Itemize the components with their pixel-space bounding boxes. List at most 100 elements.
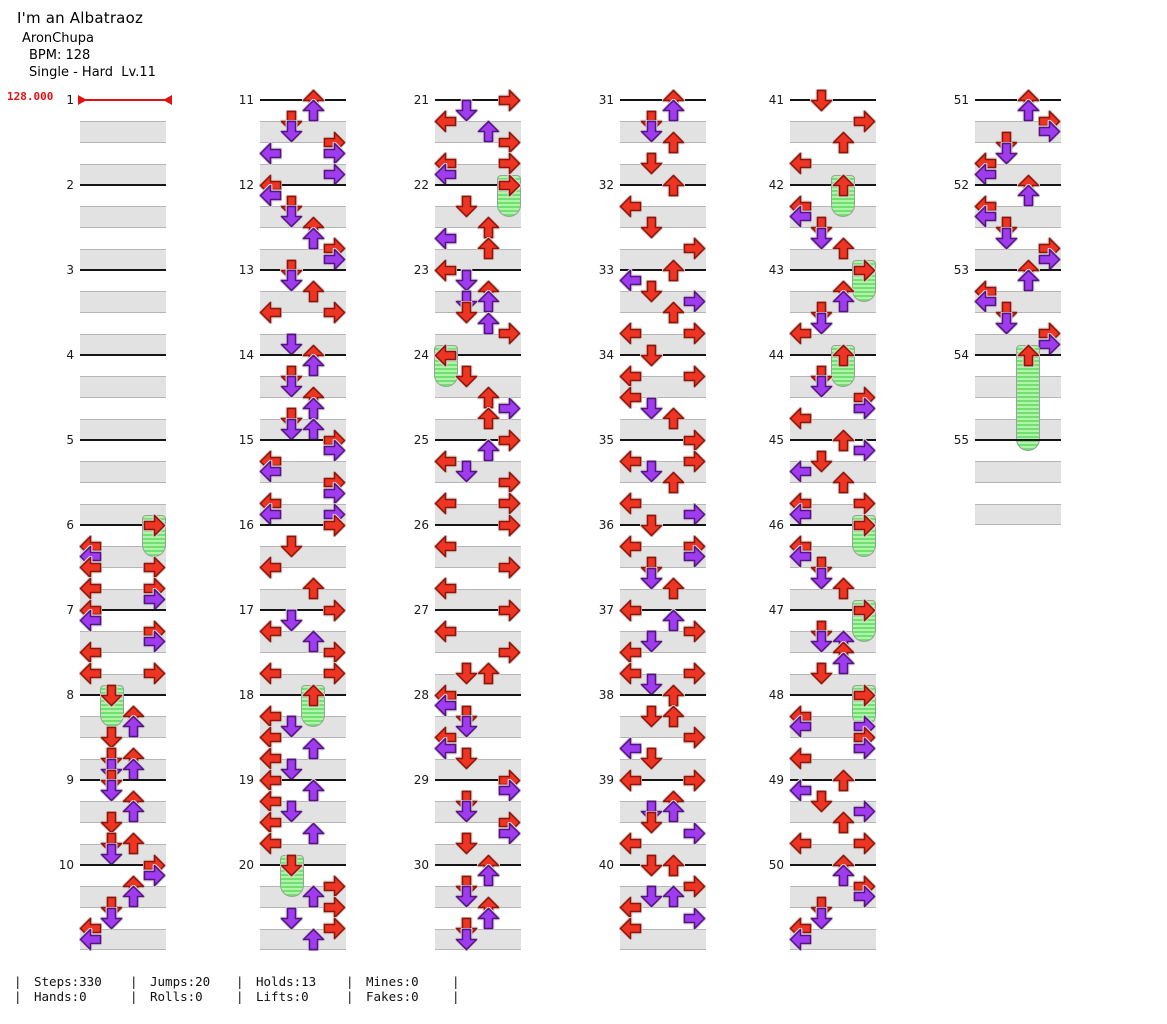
up-arrow-note bbox=[476, 311, 500, 335]
difficulty-label: Single - Hard Lv.11 bbox=[29, 65, 156, 80]
right-arrow-note bbox=[852, 885, 876, 909]
measure-number: 48 bbox=[768, 688, 784, 702]
right-arrow-note bbox=[852, 109, 876, 133]
beat-band bbox=[80, 291, 166, 313]
up-arrow-note bbox=[476, 662, 500, 686]
down-arrow-note bbox=[455, 662, 479, 686]
down-arrow-note bbox=[455, 832, 479, 856]
beat-band bbox=[80, 206, 166, 228]
down-arrow-note bbox=[810, 906, 834, 930]
measure-number: 33 bbox=[598, 263, 614, 277]
left-arrow-note bbox=[789, 407, 813, 431]
up-arrow-note bbox=[661, 301, 685, 324]
up-arrow-note bbox=[301, 99, 325, 123]
up-arrow-note bbox=[1016, 99, 1040, 123]
measure-line bbox=[975, 439, 1061, 441]
measure-number: 18 bbox=[238, 688, 254, 702]
right-arrow-note bbox=[682, 322, 706, 346]
left-arrow-note bbox=[789, 205, 813, 229]
up-arrow-note bbox=[661, 609, 685, 633]
measure-line bbox=[80, 864, 166, 866]
up-arrow-note bbox=[301, 396, 325, 420]
up-arrow-note bbox=[661, 885, 685, 909]
measure-number: 10 bbox=[58, 858, 74, 872]
measure-number: 53 bbox=[953, 263, 969, 277]
down-arrow-note bbox=[455, 800, 479, 824]
measure-line bbox=[260, 439, 346, 441]
left-arrow-note bbox=[789, 715, 813, 739]
down-arrow-note bbox=[640, 811, 664, 834]
measure-number: 21 bbox=[413, 93, 429, 107]
up-arrow-note bbox=[661, 173, 685, 197]
beat-band bbox=[80, 121, 166, 143]
left-arrow-note bbox=[789, 545, 813, 569]
up-arrow-note bbox=[121, 832, 145, 856]
left-arrow-note bbox=[434, 449, 458, 473]
down-arrow-note bbox=[455, 747, 479, 771]
up-arrow-note bbox=[301, 683, 325, 707]
measure-line bbox=[260, 184, 346, 186]
right-arrow-note bbox=[142, 662, 166, 686]
right-arrow-note bbox=[497, 173, 521, 197]
right-arrow-note bbox=[682, 768, 706, 792]
measure-number: 49 bbox=[768, 773, 784, 787]
left-arrow-note bbox=[789, 322, 813, 346]
measure-number: 13 bbox=[238, 263, 254, 277]
down-arrow-note bbox=[995, 141, 1019, 165]
right-arrow-note bbox=[852, 439, 876, 463]
up-arrow-note bbox=[301, 630, 325, 654]
down-arrow-note bbox=[810, 311, 834, 335]
up-arrow-note bbox=[121, 715, 145, 739]
down-arrow-note bbox=[280, 332, 304, 356]
left-arrow-note bbox=[434, 577, 458, 601]
right-arrow-note bbox=[322, 641, 346, 664]
down-arrow-note bbox=[100, 779, 124, 803]
measure-number: 44 bbox=[768, 348, 784, 362]
right-arrow-note bbox=[682, 619, 706, 643]
right-arrow-note bbox=[322, 439, 346, 463]
stat-value: Steps:330 bbox=[34, 974, 102, 989]
beat-band bbox=[80, 376, 166, 398]
right-arrow-note bbox=[142, 864, 166, 888]
measure-number: 20 bbox=[238, 858, 254, 872]
down-arrow-note bbox=[100, 811, 124, 834]
right-arrow-note bbox=[497, 131, 521, 154]
up-arrow-note bbox=[301, 226, 325, 250]
down-arrow-note bbox=[100, 906, 124, 930]
measure-line bbox=[435, 99, 521, 101]
down-arrow-note bbox=[455, 460, 479, 484]
right-arrow-note bbox=[322, 662, 346, 686]
measure-line bbox=[80, 439, 166, 441]
right-arrow-note bbox=[1037, 332, 1061, 356]
right-arrow-note bbox=[497, 322, 521, 346]
up-arrow-note bbox=[661, 853, 685, 877]
right-arrow-note bbox=[682, 545, 706, 569]
beat-band bbox=[80, 163, 166, 185]
bpm-marker-value: 128.000 bbox=[7, 90, 54, 103]
measure-line bbox=[790, 99, 876, 101]
right-arrow-note bbox=[852, 736, 876, 760]
up-arrow-note bbox=[476, 407, 500, 431]
down-arrow-note bbox=[280, 715, 304, 739]
left-arrow-note bbox=[619, 641, 643, 664]
up-arrow-note bbox=[661, 258, 685, 282]
right-arrow-note bbox=[497, 598, 521, 622]
right-arrow-note bbox=[682, 237, 706, 261]
down-arrow-note bbox=[640, 630, 664, 654]
left-arrow-note bbox=[789, 779, 813, 803]
measure-number: 55 bbox=[953, 433, 969, 447]
right-arrow-note bbox=[142, 556, 166, 579]
left-arrow-note bbox=[619, 598, 643, 622]
left-arrow-note bbox=[619, 832, 643, 856]
up-arrow-note bbox=[1016, 269, 1040, 293]
down-arrow-note bbox=[640, 566, 664, 590]
right-arrow-note bbox=[497, 821, 521, 845]
right-arrow-note bbox=[497, 88, 521, 112]
stat-value: Rolls:0 bbox=[150, 989, 203, 1004]
measure-line bbox=[80, 779, 166, 781]
up-arrow-note bbox=[831, 864, 855, 888]
measure-line bbox=[620, 779, 706, 781]
measure-number: 46 bbox=[768, 518, 784, 532]
down-arrow-note bbox=[280, 609, 304, 633]
down-arrow-note bbox=[810, 789, 834, 813]
